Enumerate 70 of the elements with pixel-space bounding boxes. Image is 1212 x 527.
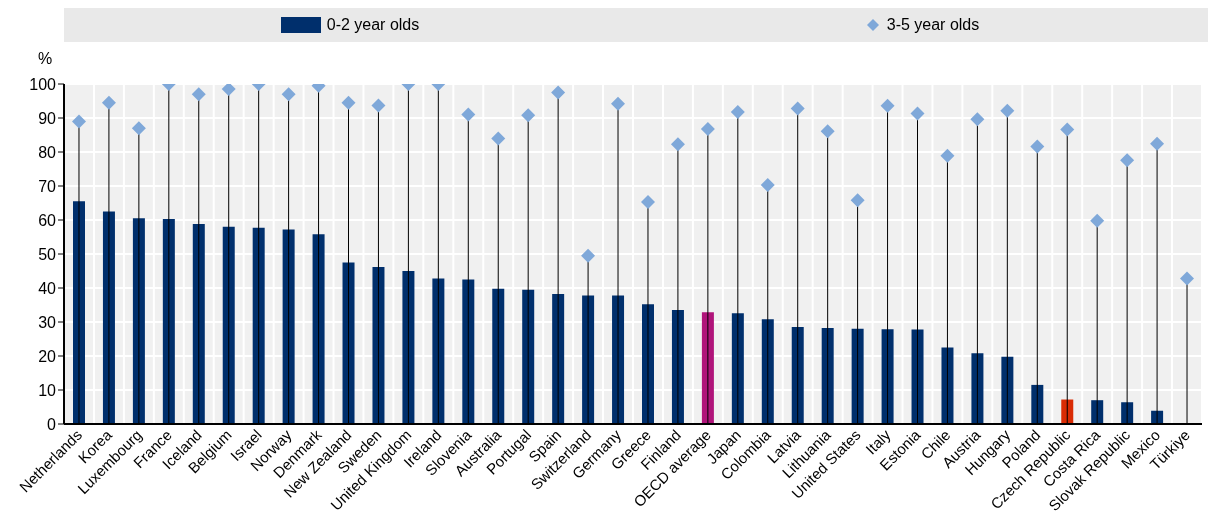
- bar: [432, 278, 445, 424]
- bar: [791, 327, 804, 424]
- bar: [282, 229, 295, 424]
- point: [1180, 271, 1195, 286]
- y-tick-label: 100: [29, 75, 57, 93]
- bar: [462, 279, 475, 424]
- point: [131, 121, 146, 136]
- legend-label: 0-2 year olds: [326, 16, 420, 34]
- bar: [851, 328, 864, 424]
- bar: [911, 329, 924, 424]
- point: [71, 114, 86, 129]
- point: [1120, 153, 1135, 168]
- legend-label: 3-5 year olds: [886, 16, 980, 34]
- y-tick-label: 60: [38, 211, 57, 229]
- point: [910, 106, 925, 121]
- point: [820, 124, 835, 139]
- bar: [941, 347, 954, 424]
- point: [281, 87, 296, 102]
- point: [1150, 136, 1165, 151]
- point: [850, 193, 865, 208]
- bar: [312, 234, 325, 424]
- y-tick-label: 20: [38, 347, 57, 365]
- point: [191, 87, 206, 102]
- bar: [731, 313, 744, 424]
- point: [940, 148, 955, 163]
- y-tick-label: 80: [38, 143, 57, 161]
- bar: [1001, 356, 1014, 424]
- bar: [192, 224, 205, 424]
- bar: [971, 353, 984, 424]
- point: [1060, 122, 1075, 137]
- y-tick-label: 50: [38, 245, 57, 263]
- point: [790, 101, 805, 116]
- bar: [881, 329, 894, 424]
- bar: [342, 262, 355, 424]
- bar: [162, 218, 175, 424]
- bar: [492, 288, 505, 424]
- point: [611, 96, 626, 111]
- point: [1000, 103, 1015, 118]
- y-tick-label: 30: [38, 313, 57, 331]
- point: [221, 84, 236, 97]
- y-tick-label: 70: [38, 177, 57, 195]
- point: [1030, 139, 1045, 154]
- point: [581, 248, 596, 263]
- point: [640, 194, 655, 209]
- bar: [252, 227, 265, 424]
- point: [760, 177, 775, 192]
- point: [551, 85, 566, 100]
- y-tick-label: 40: [38, 279, 57, 297]
- point: [730, 104, 745, 119]
- point: [970, 112, 985, 127]
- bar: [222, 226, 235, 424]
- bar: [821, 328, 834, 424]
- point: [1090, 213, 1105, 228]
- point: [371, 98, 386, 113]
- bar: [372, 266, 385, 424]
- y-tick-label: 0: [47, 415, 57, 433]
- point: [491, 131, 506, 146]
- y-tick-label: 90: [38, 109, 57, 127]
- point: [880, 98, 895, 113]
- y-axis-title: %: [37, 49, 54, 69]
- point: [670, 137, 685, 152]
- point: [700, 121, 715, 136]
- bar: [522, 289, 535, 424]
- bar: [761, 319, 774, 424]
- bar: [402, 271, 415, 424]
- point: [461, 107, 476, 122]
- y-tick-label: 10: [38, 381, 57, 399]
- point: [101, 95, 116, 110]
- point: [341, 95, 356, 110]
- point: [521, 108, 536, 123]
